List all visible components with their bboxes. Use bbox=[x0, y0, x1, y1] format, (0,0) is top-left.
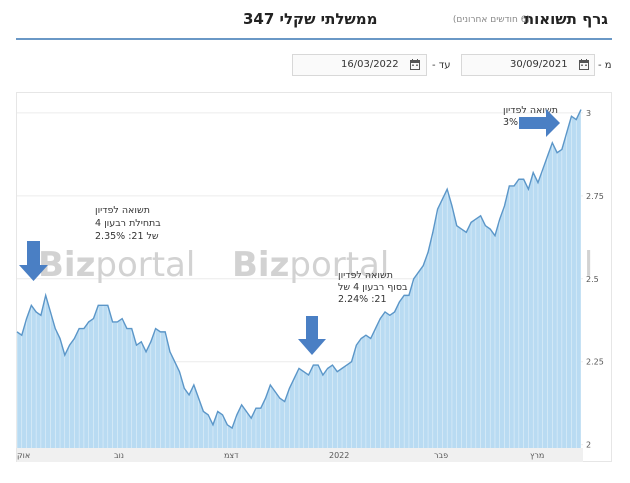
annotation-text: תשואה לפדיון bbox=[95, 205, 150, 216]
x-tick-label: מרץ bbox=[530, 451, 544, 460]
arrow-right-icon bbox=[519, 109, 560, 137]
to-date-value: 16/03/2022 bbox=[341, 59, 399, 70]
chart-subtitle: (6 חודשים אחרונים) bbox=[452, 15, 530, 25]
header-divider bbox=[16, 38, 612, 40]
x-tick-label: פבר bbox=[434, 451, 448, 460]
y-tick-label: 2.75 bbox=[586, 192, 604, 201]
x-tick-label: אוק bbox=[17, 451, 30, 460]
annotation-text: של 21: 2.35% bbox=[95, 231, 159, 242]
watermark: Bizportal bbox=[232, 245, 389, 285]
x-axis-ticks: אוק נוב דצמ 2022 פבר מרץ bbox=[17, 448, 583, 462]
watermark: Bizportal bbox=[38, 245, 195, 285]
from-date-label: מ - bbox=[598, 60, 612, 71]
y-axis-ticks: 2 2.25 2.5 2.75 3 bbox=[586, 109, 604, 450]
instrument-name: ממשלתי שקלי 347 bbox=[243, 10, 378, 28]
from-date-field[interactable]: 30/09/2021 bbox=[461, 54, 595, 76]
y-tick-label: 2.25 bbox=[586, 358, 604, 367]
y-tick-label: 2.5 bbox=[586, 275, 599, 284]
annotation-text: 21: 2.24% bbox=[338, 294, 387, 305]
calendar-icon[interactable] bbox=[410, 59, 420, 70]
y-tick-label: 3 bbox=[586, 109, 591, 118]
x-tick-label: נוב bbox=[114, 451, 124, 460]
x-axis-band bbox=[17, 448, 583, 462]
x-tick-label: דצמ bbox=[224, 451, 239, 460]
annotation-text: תשואה לפדיון bbox=[338, 270, 393, 281]
chart-header: גרף תשואות (6 חודשים אחרונים) ממשלתי שקל… bbox=[0, 0, 630, 40]
annotation-text: תשואה לפדיון bbox=[503, 105, 558, 116]
from-date-value: 30/09/2021 bbox=[510, 59, 568, 70]
arrow-down-icon bbox=[19, 241, 48, 281]
yield-series bbox=[16, 109, 582, 448]
annotation-text: בתחילת רבעון 4 bbox=[95, 218, 161, 229]
to-date-label: עד - bbox=[432, 60, 451, 71]
calendar-icon[interactable] bbox=[579, 59, 589, 70]
x-tick-label: 2022 bbox=[329, 451, 349, 460]
series-area bbox=[17, 109, 581, 448]
arrow-down-icon bbox=[298, 316, 326, 355]
y-tick-label: 2 bbox=[586, 441, 591, 450]
annotation-text: בסוף רבעון 4 של bbox=[338, 282, 408, 293]
to-date-field[interactable]: 16/03/2022 bbox=[292, 54, 427, 76]
chart-title: גרף תשואות bbox=[523, 10, 608, 28]
